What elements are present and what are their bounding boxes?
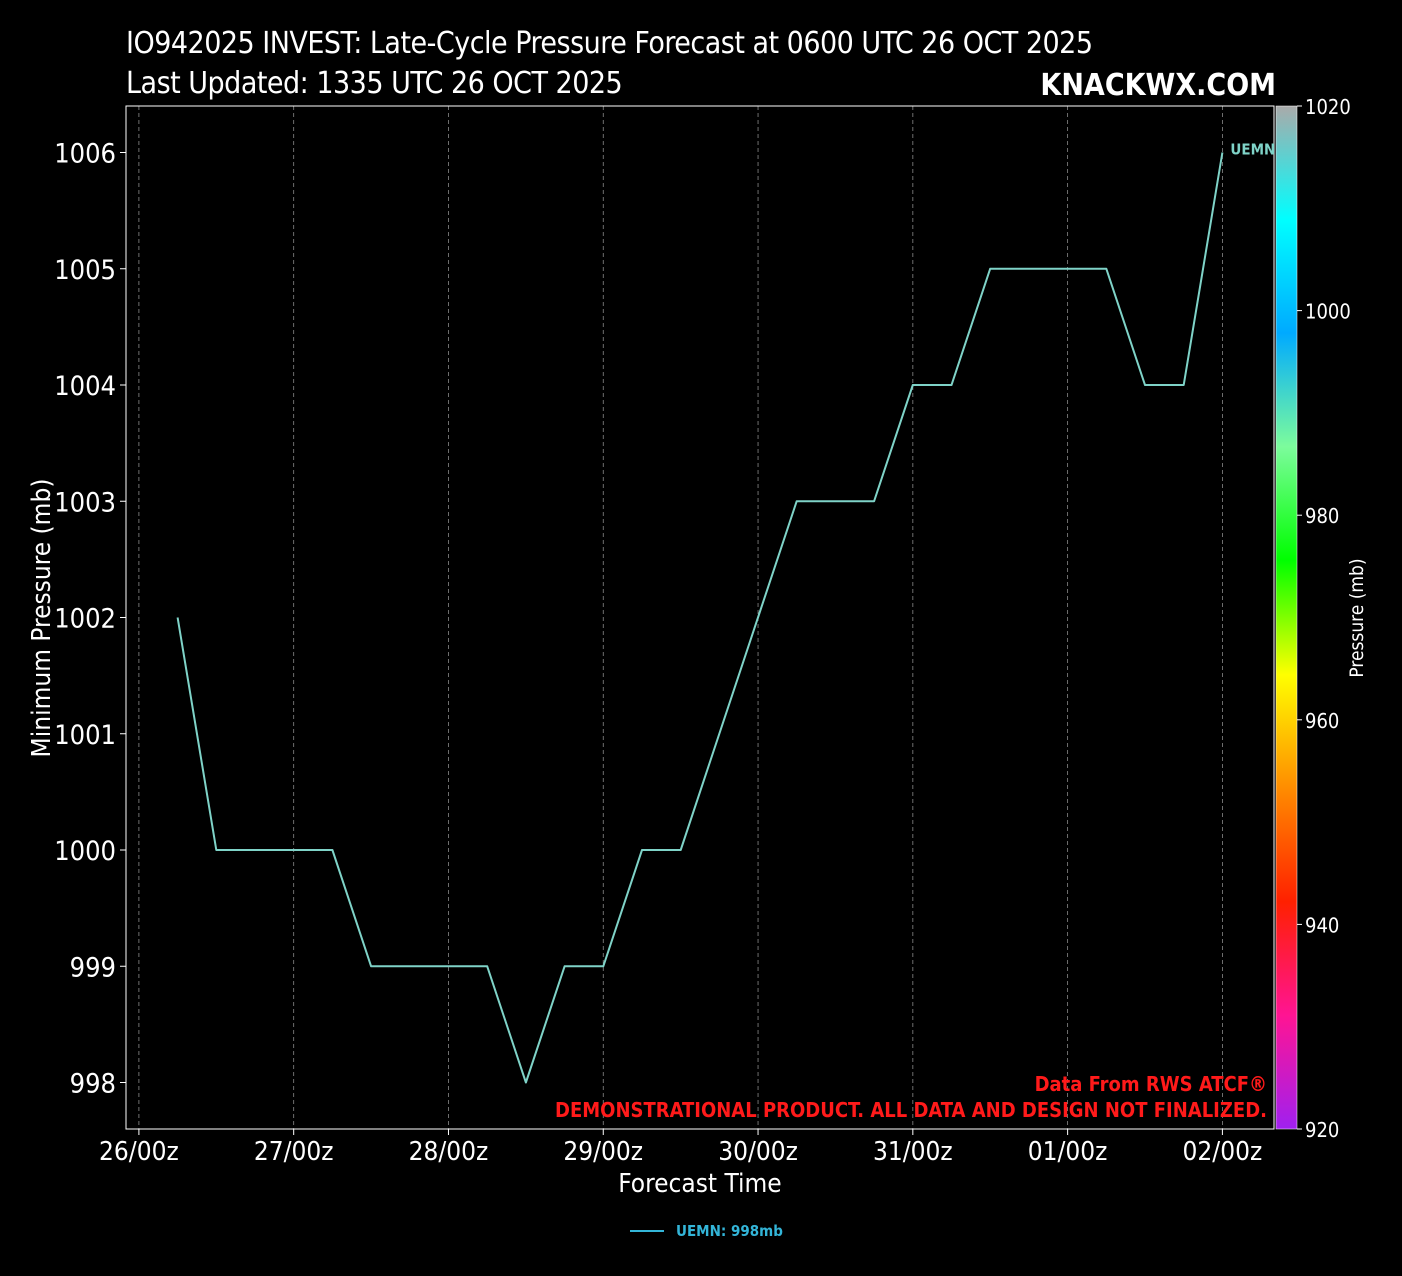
y-tick-label: 1006 bbox=[54, 139, 116, 170]
y-tick-label: 1000 bbox=[54, 836, 116, 867]
chart-subtitle: Last Updated: 1335 UTC 26 OCT 2025 bbox=[126, 66, 623, 101]
series-end-label: UEMN bbox=[1230, 141, 1275, 159]
series-layer: UEMN bbox=[176, 141, 1275, 1084]
x-tick-label: 01/00z bbox=[1028, 1137, 1108, 1167]
colorbar-tick-label: 980 bbox=[1305, 504, 1339, 528]
colorbar-tick-label: 960 bbox=[1305, 709, 1339, 733]
y-tick-label: 1002 bbox=[54, 604, 116, 635]
colorbar-tick-label: 1000 bbox=[1305, 300, 1351, 324]
pressure-colorbar bbox=[1275, 105, 1298, 1130]
colorbar-ticks: 1020 1000 980 960 940 920 bbox=[1297, 95, 1351, 1142]
y-tick-label: 1001 bbox=[54, 720, 116, 751]
x-tick-label: 27/00z bbox=[254, 1137, 334, 1167]
y-tick-label: 1003 bbox=[54, 487, 116, 518]
x-axis: 26/00z 27/00z 28/00z 29/00z 30/00z 31/00z 01/0… bbox=[99, 1129, 1262, 1167]
data-source-note: Data From RWS ATCF® bbox=[1035, 1072, 1267, 1096]
brand-watermark: KNACKWX.COM bbox=[1040, 68, 1276, 103]
colorbar-tick-label: 920 bbox=[1305, 1118, 1339, 1142]
colorbar-tick-label: 940 bbox=[1305, 913, 1339, 937]
colorbar-tick-label: 1020 bbox=[1305, 95, 1351, 119]
series-line-uemn bbox=[176, 152, 1224, 1084]
legend-swatch bbox=[630, 1230, 664, 1232]
plot-area bbox=[125, 105, 1275, 1130]
y-tick-label: 999 bbox=[70, 952, 116, 983]
y-axis-label: Minimum Pressure (mb) bbox=[27, 479, 57, 758]
chart-title: IO942025 INVEST: Late-Cycle Pressure For… bbox=[126, 26, 1093, 61]
y-tick-label: 1004 bbox=[54, 371, 116, 402]
y-tick-label: 1005 bbox=[54, 255, 116, 286]
x-axis-label: Forecast Time bbox=[618, 1169, 781, 1199]
y-axis: 998 999 1000 1001 1002 1003 1004 1005 1006 bbox=[54, 139, 126, 1100]
disclaimer-note: DEMONSTRATIONAL PRODUCT. ALL DATA AND DE… bbox=[555, 1098, 1267, 1122]
x-tick-label: 26/00z bbox=[99, 1137, 179, 1167]
x-tick-label: 02/00z bbox=[1183, 1137, 1263, 1167]
x-tick-label: 31/00z bbox=[873, 1137, 953, 1167]
x-tick-label: 29/00z bbox=[563, 1137, 643, 1167]
x-tick-label: 28/00z bbox=[409, 1137, 489, 1167]
x-tick-label: 30/00z bbox=[718, 1137, 798, 1167]
legend-label: UEMN: 998mb bbox=[676, 1222, 783, 1240]
grid-lines bbox=[138, 106, 1223, 1129]
y-tick-label: 998 bbox=[70, 1069, 116, 1100]
colorbar-label: Pressure (mb) bbox=[1346, 558, 1368, 677]
legend: UEMN: 998mb bbox=[630, 1222, 783, 1240]
